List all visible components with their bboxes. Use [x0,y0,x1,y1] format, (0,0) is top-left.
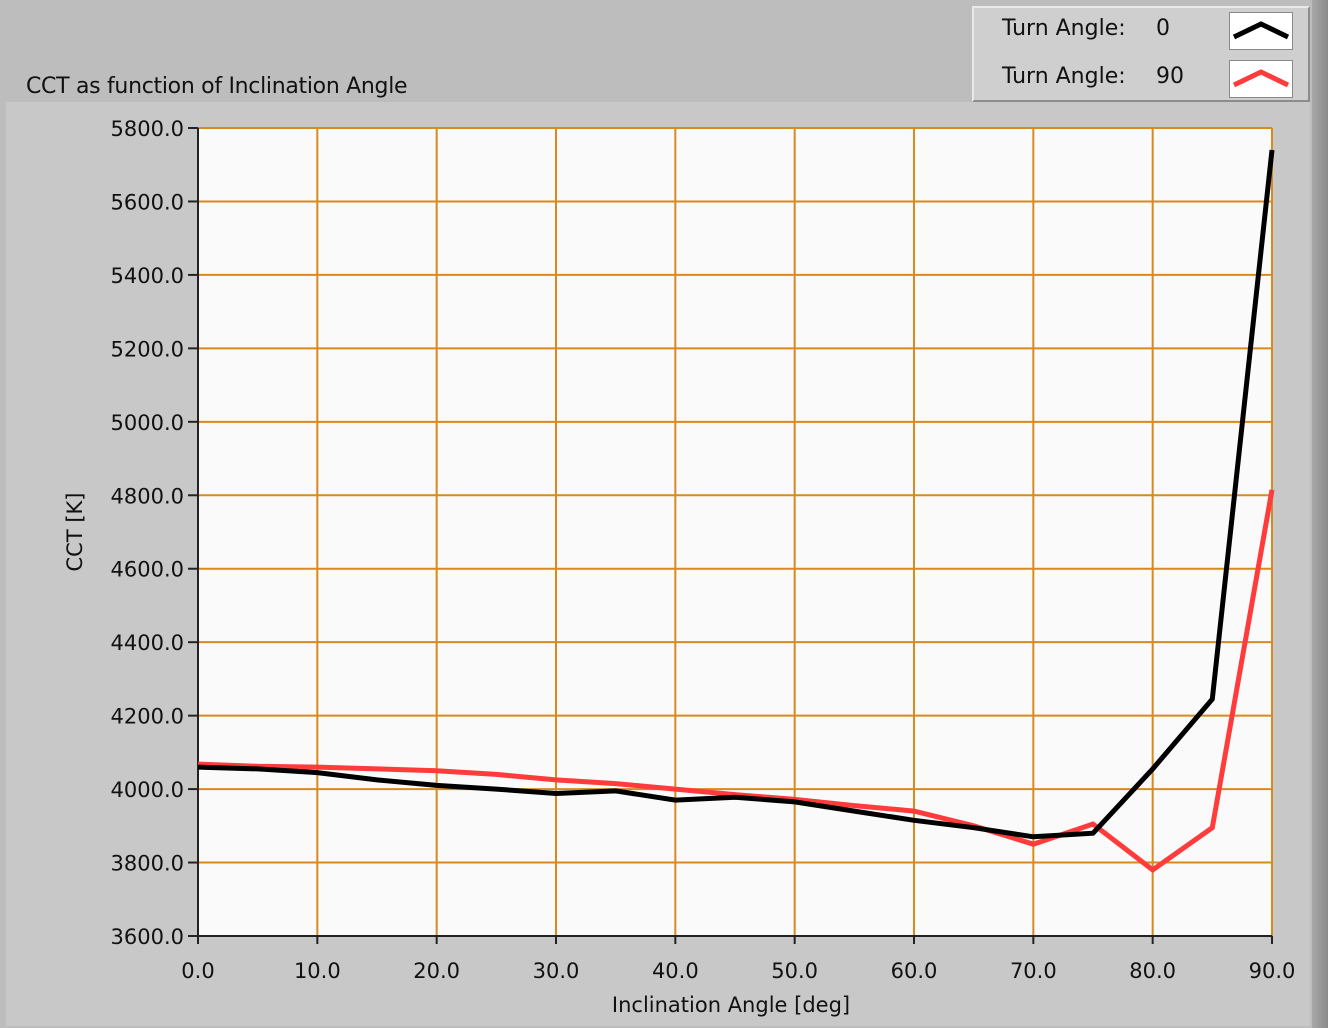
y-tick-label: 5200.0 [111,337,184,361]
y-tick-label: 3600.0 [111,925,184,949]
y-axis-label: CCT [K] [63,493,87,572]
legend-swatch-icon[interactable] [1229,12,1293,50]
y-tick-label: 4200.0 [111,705,184,729]
legend-value: 90 [1156,64,1184,89]
x-tick-label: 0.0 [181,959,214,983]
y-tick-label: 3800.0 [111,852,184,876]
legend-swatch-icon[interactable] [1229,60,1293,98]
y-tick-label: 4600.0 [111,558,184,582]
chart-header: CCT as function of Inclination Angle [6,6,970,102]
y-tick-label: 5000.0 [111,411,184,435]
x-tick-label: 90.0 [1249,959,1296,983]
x-tick-label: 30.0 [533,959,580,983]
legend-item-turn-angle-90[interactable]: Turn Angle: 90 [974,56,1310,104]
series-line-1 [197,489,1275,874]
x-tick-label: 40.0 [652,959,699,983]
x-tick-label: 60.0 [891,959,938,983]
x-tick-label: 80.0 [1129,959,1176,983]
x-tick-label: 50.0 [771,959,818,983]
legend-label: Turn Angle: [1002,64,1126,89]
y-tick-label: 4800.0 [111,484,184,508]
y-tick-label: 4400.0 [111,631,184,655]
plot-legend[interactable]: Turn Angle: 0 Turn Angle: 90 [972,6,1310,102]
y-tick-label: 5400.0 [111,264,184,288]
y-tick-label: 5800.0 [111,117,184,141]
x-tick-label: 70.0 [1010,959,1057,983]
plot-area [198,128,1272,936]
y-tick-label: 4000.0 [111,778,184,802]
legend-value: 0 [1156,16,1170,41]
x-tick-label: 10.0 [294,959,341,983]
grid-lines [198,127,1273,936]
y-tick-label: 5600.0 [111,190,184,214]
legend-label: Turn Angle: [1002,16,1126,41]
x-tick-label: 20.0 [413,959,460,983]
series-line-0 [197,149,1275,840]
x-axis-label: Inclination Angle [deg] [612,993,850,1017]
window-edge [1312,0,1328,1028]
axes: 0.0 10.0 20.0 30.0 40.0 50.0 60.0 70.0 80.0 90.0 3… [111,117,1296,983]
data-series [197,149,1275,874]
legend-item-turn-angle-0[interactable]: Turn Angle: 0 [974,8,1310,56]
chart-title: CCT as function of Inclination Angle [26,74,408,99]
